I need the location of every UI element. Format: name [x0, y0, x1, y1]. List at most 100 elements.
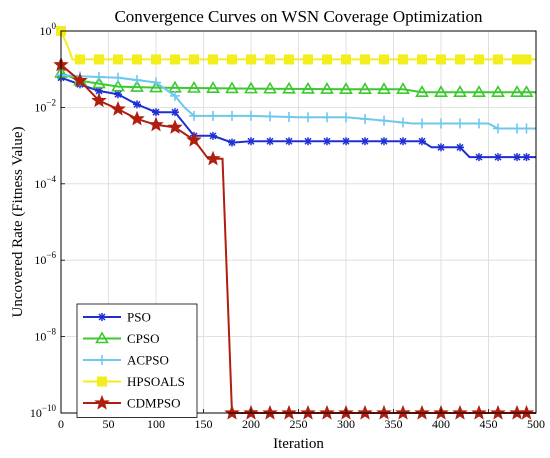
- y-tick-label: 10−6: [34, 250, 56, 267]
- legend-entry-cpso: CPSO: [83, 331, 160, 346]
- data-point-acpso: [455, 118, 465, 129]
- data-point-cdmpso: [452, 404, 468, 420]
- data-point-cdmpso: [414, 404, 430, 420]
- data-point-acpso: [265, 111, 275, 122]
- data-point-hpsoals: [189, 54, 199, 65]
- x-tick-label: 250: [290, 417, 308, 431]
- legend-marker-hpsoals: [97, 376, 107, 387]
- series-acpso: [56, 70, 536, 134]
- data-point-hpsoals: [265, 54, 275, 65]
- data-point-cdmpso: [490, 404, 506, 420]
- data-point-hpsoals: [521, 54, 532, 65]
- data-point-acpso: [227, 110, 237, 121]
- data-point-acpso: [474, 118, 484, 129]
- data-point-acpso: [151, 77, 161, 88]
- y-axis-label: Uncovered Rate (Fitness Value): [10, 127, 26, 318]
- data-point-hpsoals: [113, 54, 123, 65]
- data-point-cpso: [282, 81, 296, 94]
- data-point-acpso: [322, 112, 332, 123]
- data-point-cdmpso: [186, 131, 202, 147]
- data-point-cpso: [358, 82, 372, 94]
- data-point-cpso: [453, 85, 467, 97]
- data-point-acpso: [208, 110, 218, 121]
- data-point-pso: [304, 137, 312, 146]
- data-point-acpso: [113, 72, 123, 83]
- data-point-acpso: [493, 123, 503, 134]
- data-point-cdmpso: [224, 404, 240, 420]
- data-point-cpso: [415, 85, 429, 97]
- series-hpsoals: [56, 26, 536, 65]
- data-point-pso: [342, 137, 350, 146]
- data-point-cpso: [510, 85, 524, 97]
- data-point-cpso: [434, 85, 448, 97]
- data-point-cpso: [130, 80, 144, 92]
- data-point-cpso: [301, 81, 315, 94]
- x-axis-label: Iteration: [273, 436, 324, 452]
- x-tick-label: 450: [480, 417, 498, 431]
- data-point-cpso: [519, 85, 534, 97]
- data-point-hpsoals: [341, 54, 351, 65]
- data-point-cdmpso: [110, 101, 126, 116]
- data-point-acpso: [246, 110, 256, 121]
- data-point-cpso: [263, 81, 277, 94]
- data-point-pso: [418, 137, 426, 146]
- data-point-cdmpso: [357, 404, 373, 420]
- data-point-cdmpso: [376, 404, 392, 420]
- data-point-pso: [209, 131, 217, 140]
- legend-label-cdmpso: CDMPSO: [127, 396, 180, 411]
- legend-entry-pso: PSO: [83, 310, 151, 325]
- y-tick-label: 10−10: [30, 403, 57, 420]
- data-point-acpso: [341, 112, 351, 123]
- data-point-cdmpso: [319, 404, 335, 420]
- data-point-cdmpso: [395, 404, 411, 420]
- data-point-hpsoals: [398, 54, 408, 65]
- data-point-hpsoals: [227, 54, 237, 65]
- legend-marker-cpso: [95, 331, 109, 344]
- y-tick-label: 10−2: [34, 97, 56, 114]
- data-point-acpso: [436, 118, 446, 129]
- legend-entry-hpsoals: HPSOALS: [83, 374, 185, 389]
- data-point-pso: [266, 137, 274, 146]
- series-line-cdmpso: [60, 64, 536, 414]
- data-point-hpsoals: [379, 54, 389, 65]
- data-point-pso: [513, 153, 521, 162]
- data-point-hpsoals: [208, 54, 218, 65]
- data-point-pso: [323, 137, 331, 146]
- data-point-cpso: [320, 81, 334, 94]
- chart-title: Convergence Curves on WSN Coverage Optim…: [114, 7, 483, 26]
- data-point-acpso: [132, 75, 142, 86]
- x-tick-label: 350: [385, 417, 403, 431]
- data-point-cpso: [111, 79, 125, 92]
- legend-entry-acpso: ACPSO: [83, 353, 169, 368]
- legend: PSO CPSO ACPSO HPSOALS CDMPSO: [76, 303, 198, 418]
- legend-marker-acpso: [97, 355, 107, 365]
- legend-entry-cdmpso: CDMPSO: [83, 394, 180, 411]
- data-point-hpsoals: [132, 54, 142, 65]
- data-point-acpso: [94, 72, 104, 83]
- x-tick-label: 500: [527, 417, 545, 431]
- data-point-acpso: [521, 123, 532, 134]
- data-point-cdmpso: [205, 150, 221, 166]
- data-point-cdmpso: [262, 404, 278, 420]
- legend-label-hpsoals: HPSOALS: [127, 374, 185, 389]
- legend-label-cpso: CPSO: [127, 331, 160, 346]
- data-point-cdmpso: [281, 404, 297, 420]
- data-point-hpsoals: [246, 54, 256, 65]
- data-point-hpsoals: [322, 54, 332, 65]
- data-point-hpsoals: [170, 54, 180, 65]
- data-point-cdmpso: [300, 404, 316, 420]
- data-point-hpsoals: [75, 54, 85, 65]
- data-point-hpsoals: [474, 54, 484, 65]
- data-point-pso: [522, 153, 531, 162]
- data-point-cpso: [377, 82, 391, 94]
- data-point-cpso: [339, 82, 353, 94]
- data-point-cpso: [244, 81, 258, 94]
- data-point-cdmpso: [129, 110, 145, 126]
- data-point-hpsoals: [151, 54, 161, 65]
- x-tick-label: 100: [147, 417, 165, 431]
- data-point-pso: [380, 137, 388, 146]
- data-point-acpso: [512, 123, 522, 134]
- data-point-cpso: [149, 80, 163, 93]
